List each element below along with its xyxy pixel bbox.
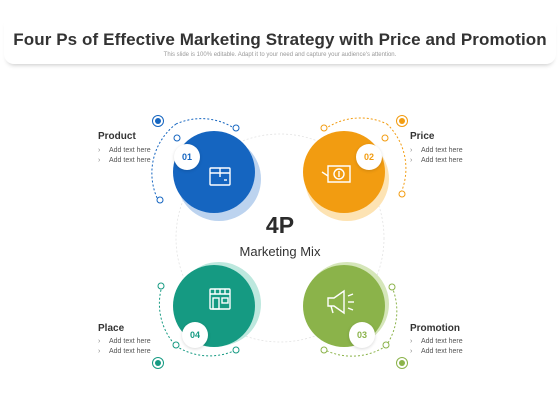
promotion-bullet-1: Add text here (410, 337, 463, 347)
page-subtitle: This slide is 100% editable. Adapt it to… (163, 52, 397, 58)
center-label-marketing-mix: Marketing Mix (239, 244, 321, 259)
promotion-number: 03 (349, 322, 375, 348)
promotion-bullets: Add text here Add text here (410, 337, 463, 357)
price-bullet-1: Add text here (410, 146, 463, 156)
promotion-bullet-2: Add text here (410, 347, 463, 357)
product-heading: Product (98, 131, 136, 142)
center-label-4p: 4P (265, 212, 295, 238)
place-bullet-1: Add text here (98, 337, 151, 347)
product-bullet-2: Add text here (98, 156, 151, 166)
place-heading: Place (98, 323, 125, 334)
price-heading: Price (410, 131, 435, 142)
product-marker (152, 115, 164, 127)
megaphone-icon (327, 289, 354, 315)
page-title: Four Ps of Effective Marketing Strategy … (13, 30, 547, 49)
center-ring (175, 133, 385, 343)
price-bullets: Add text here Add text here (410, 146, 463, 166)
price-number: 02 (356, 144, 382, 170)
box-icon (209, 167, 231, 186)
price-marker (396, 115, 408, 127)
price-bullet-2: Add text here (410, 156, 463, 166)
store-icon (209, 288, 231, 310)
place-bullet-2: Add text here (98, 347, 151, 357)
place-bullets: Add text here Add text here (98, 337, 151, 357)
product-bullet-1: Add text here (98, 146, 151, 156)
money-icon (321, 165, 351, 183)
promotion-marker (396, 357, 408, 369)
place-marker (152, 357, 164, 369)
product-number: 01 (174, 144, 200, 170)
product-bullets: Add text here Add text here (98, 146, 151, 166)
header-card (4, 18, 556, 64)
place-number: 04 (182, 322, 208, 348)
promotion-heading: Promotion (410, 323, 460, 334)
